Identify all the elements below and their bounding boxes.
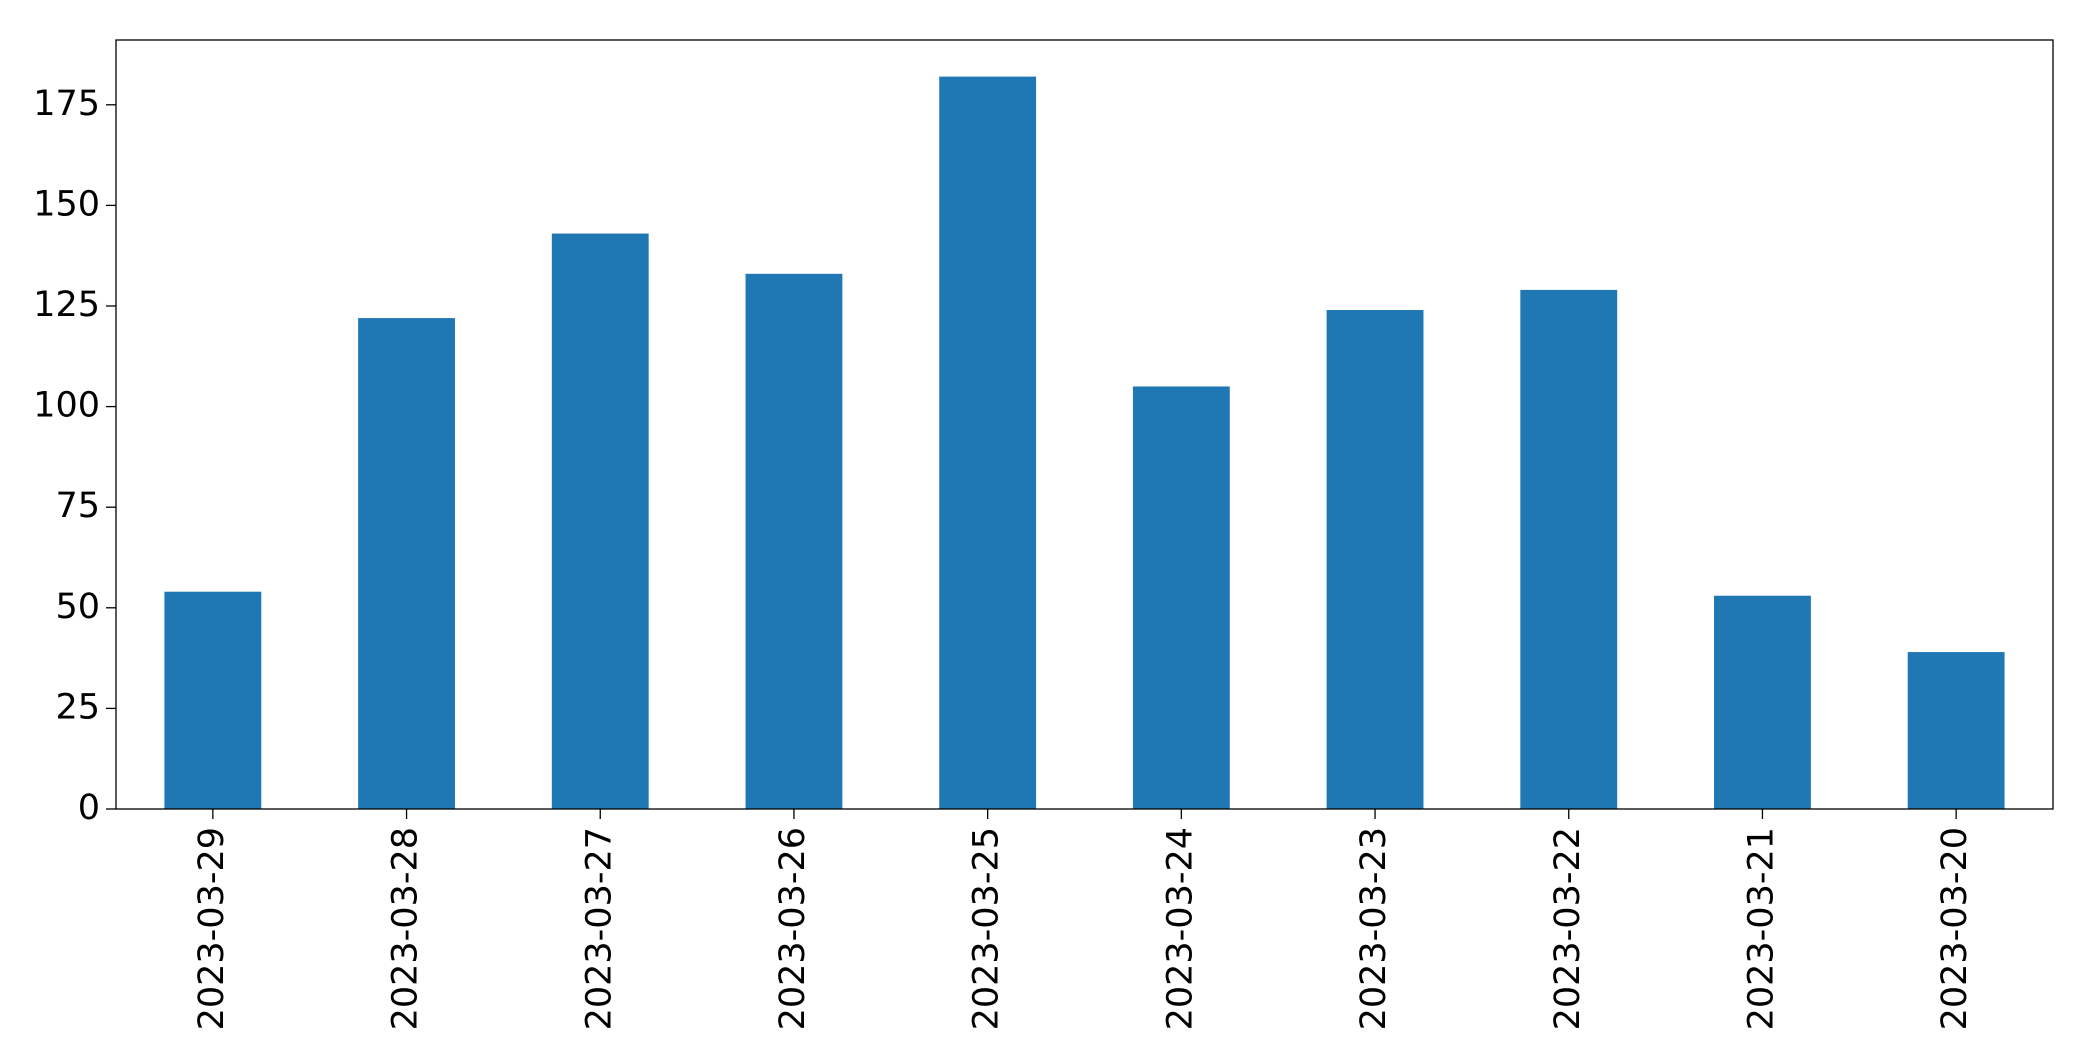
y-tick-label: 125	[33, 285, 100, 325]
plot-frame	[115, 39, 2054, 810]
x-tick-label: 2023-03-24	[1160, 827, 1200, 1030]
bar	[1714, 595, 1811, 809]
bar	[745, 273, 843, 809]
x-tick-label: 2023-03-26	[773, 827, 813, 1030]
bar	[1326, 310, 1424, 809]
bar	[164, 591, 262, 809]
x-tick-label: 2023-03-20	[1935, 827, 1975, 1030]
bar	[939, 76, 1037, 810]
y-tick-label: 50	[55, 587, 100, 627]
x-tick-label: 2023-03-21	[1741, 827, 1781, 1030]
bar	[1907, 652, 2005, 809]
y-tick-label: 150	[33, 184, 100, 224]
y-tick-label: 100	[33, 386, 100, 426]
x-tick-label: 2023-03-29	[192, 827, 232, 1030]
x-tick-label: 2023-03-22	[1548, 827, 1588, 1030]
bar	[551, 233, 649, 810]
bar	[1132, 386, 1230, 809]
y-tick-label: 0	[78, 788, 100, 828]
x-tick-label: 2023-03-23	[1354, 827, 1394, 1030]
x-tick-label: 2023-03-28	[386, 827, 426, 1030]
bar	[1520, 289, 1618, 810]
y-tick-label: 25	[55, 687, 100, 727]
bar	[358, 318, 455, 809]
y-tick-label: 75	[55, 486, 100, 526]
x-tick-label: 2023-03-27	[579, 827, 619, 1030]
y-tick-label: 175	[33, 84, 100, 124]
x-tick-label: 2023-03-25	[967, 827, 1007, 1030]
